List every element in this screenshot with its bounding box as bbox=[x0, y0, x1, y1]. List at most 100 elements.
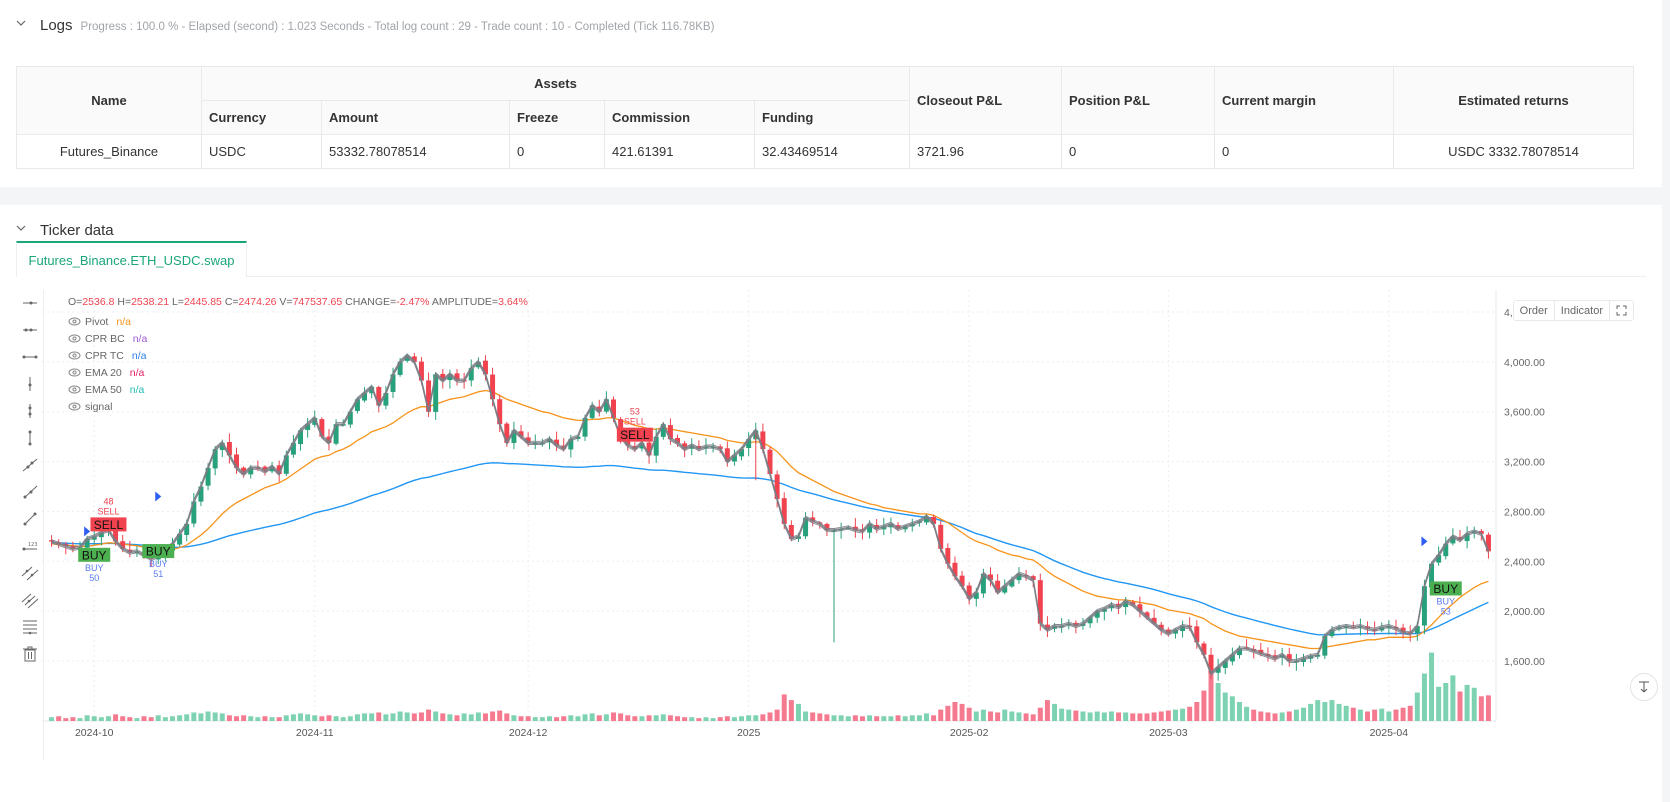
price-chart[interactable]: 4,400.004,000.003,600.003,200.002,800.00… bbox=[16, 290, 1662, 802]
volume-bar bbox=[1016, 712, 1022, 721]
fullscreen-button[interactable] bbox=[1610, 301, 1633, 320]
volume-bar bbox=[1336, 703, 1342, 721]
legend-value: n/a bbox=[129, 366, 145, 379]
ema-fast-line bbox=[51, 389, 1489, 650]
volume-bar bbox=[1066, 709, 1072, 721]
volume-bar bbox=[162, 717, 168, 721]
candle-body bbox=[1087, 617, 1093, 624]
segment-line-icon[interactable] bbox=[20, 509, 40, 529]
candle-body bbox=[1137, 604, 1143, 612]
col-freeze: Freeze bbox=[509, 100, 605, 135]
volume-bar bbox=[84, 715, 90, 721]
candle-body bbox=[660, 424, 666, 437]
ticker-header[interactable]: Ticker data bbox=[16, 222, 114, 239]
cell-amount: 53332.78078514 bbox=[321, 134, 510, 169]
horizontal-line-icon[interactable] bbox=[20, 320, 40, 340]
legend-item-signal[interactable]: signal bbox=[68, 398, 147, 415]
eye-icon[interactable] bbox=[68, 402, 81, 411]
eye-icon[interactable] bbox=[68, 334, 81, 343]
candle-body bbox=[177, 533, 183, 545]
table-row: Futures_Binance USDC 53332.78078514 0 42… bbox=[16, 134, 1634, 169]
eye-icon[interactable] bbox=[68, 351, 81, 360]
volume-bar bbox=[682, 717, 688, 721]
volume-bar bbox=[632, 716, 638, 721]
candle-body bbox=[369, 386, 375, 394]
volume-bar bbox=[831, 715, 837, 721]
candle-body bbox=[290, 442, 296, 455]
candle-body bbox=[226, 441, 232, 456]
candle-body bbox=[212, 449, 218, 469]
volume-bar bbox=[482, 713, 488, 721]
volume-bar bbox=[1215, 683, 1221, 721]
volume-bar bbox=[177, 715, 183, 721]
candle-body bbox=[248, 467, 254, 475]
legend-item-pivot[interactable]: Pivot n/a bbox=[68, 313, 147, 330]
scroll-to-latest-button[interactable] bbox=[1630, 673, 1658, 701]
candle-body bbox=[995, 580, 1001, 593]
legend-item-cpr-bc[interactable]: CPR BC n/a bbox=[68, 330, 147, 347]
chevron-down-icon[interactable] bbox=[16, 220, 26, 231]
volume-bar bbox=[1208, 668, 1214, 721]
volume-bar bbox=[426, 709, 432, 721]
horizontal-ray-icon[interactable] bbox=[20, 293, 40, 313]
trash-icon[interactable] bbox=[20, 644, 40, 664]
volume-bar bbox=[824, 714, 830, 721]
volume-bar bbox=[198, 713, 204, 721]
logs-panel: Logs Progress : 100.0 % - Elapsed (secon… bbox=[0, 0, 1662, 187]
eye-icon[interactable] bbox=[68, 317, 81, 326]
indicator-button[interactable]: Indicator bbox=[1555, 301, 1610, 320]
volume-bar bbox=[1222, 692, 1228, 721]
candle-body bbox=[938, 524, 944, 549]
signal-text: SELL bbox=[620, 428, 650, 442]
volume-bar bbox=[1329, 700, 1335, 721]
parallel-lines-icon[interactable] bbox=[20, 563, 40, 583]
vertical-ray-icon[interactable] bbox=[20, 401, 40, 421]
price-line-icon[interactable]: 123 bbox=[20, 536, 40, 556]
candle-body bbox=[1009, 579, 1015, 587]
col-estimated-returns: Estimated returns bbox=[1393, 66, 1634, 135]
eye-icon[interactable] bbox=[68, 385, 81, 394]
ray-line-icon[interactable] bbox=[20, 482, 40, 502]
vertical-line-icon[interactable] bbox=[20, 374, 40, 394]
horizontal-segment-icon[interactable] bbox=[20, 347, 40, 367]
candle-body bbox=[1158, 624, 1164, 630]
volume-bar bbox=[1244, 706, 1250, 721]
volume-bar bbox=[369, 713, 375, 721]
candle-body bbox=[1215, 667, 1221, 673]
fibonacci-icon[interactable] bbox=[20, 617, 40, 637]
volume-bar bbox=[248, 716, 254, 721]
volume-bar bbox=[710, 718, 716, 721]
legend-item-ema-20[interactable]: EMA 20 n/a bbox=[68, 364, 147, 381]
volume-bar bbox=[1265, 712, 1271, 721]
volume-bar bbox=[532, 717, 538, 721]
candle-body bbox=[596, 406, 602, 412]
volume-bar bbox=[1059, 708, 1065, 721]
trend-line-icon[interactable] bbox=[20, 455, 40, 475]
candle-body bbox=[1286, 654, 1292, 661]
ohlc-key: CHANGE= bbox=[342, 296, 397, 308]
volume-bar bbox=[1044, 700, 1050, 721]
x-tick-label: 2025 bbox=[737, 727, 761, 739]
legend-item-cpr-tc[interactable]: CPR TC n/a bbox=[68, 347, 147, 364]
cell-name: Futures_Binance bbox=[16, 134, 202, 169]
tab-eth-usdc-swap[interactable]: Futures_Binance.ETH_USDC.swap bbox=[16, 241, 247, 277]
volume-bar bbox=[120, 716, 126, 721]
volume-bar bbox=[1357, 709, 1363, 721]
logs-header[interactable]: Logs Progress : 100.0 % - Elapsed (secon… bbox=[16, 17, 714, 34]
candle-body bbox=[724, 448, 730, 462]
ticker-tabs: Futures_Binance.ETH_USDC.swap bbox=[16, 241, 1646, 277]
chevron-down-icon[interactable] bbox=[16, 15, 26, 26]
eye-icon[interactable] bbox=[68, 368, 81, 377]
channel-lines-icon[interactable] bbox=[20, 590, 40, 610]
candle-body bbox=[326, 436, 332, 443]
order-button[interactable]: Order bbox=[1514, 301, 1555, 320]
vertical-segment-icon[interactable] bbox=[20, 428, 40, 448]
volume-bar bbox=[874, 716, 880, 721]
legend-item-ema-50[interactable]: EMA 50 n/a bbox=[68, 381, 147, 398]
chart-canvas[interactable]: 4,400.004,000.003,600.003,200.002,800.00… bbox=[16, 290, 1662, 802]
